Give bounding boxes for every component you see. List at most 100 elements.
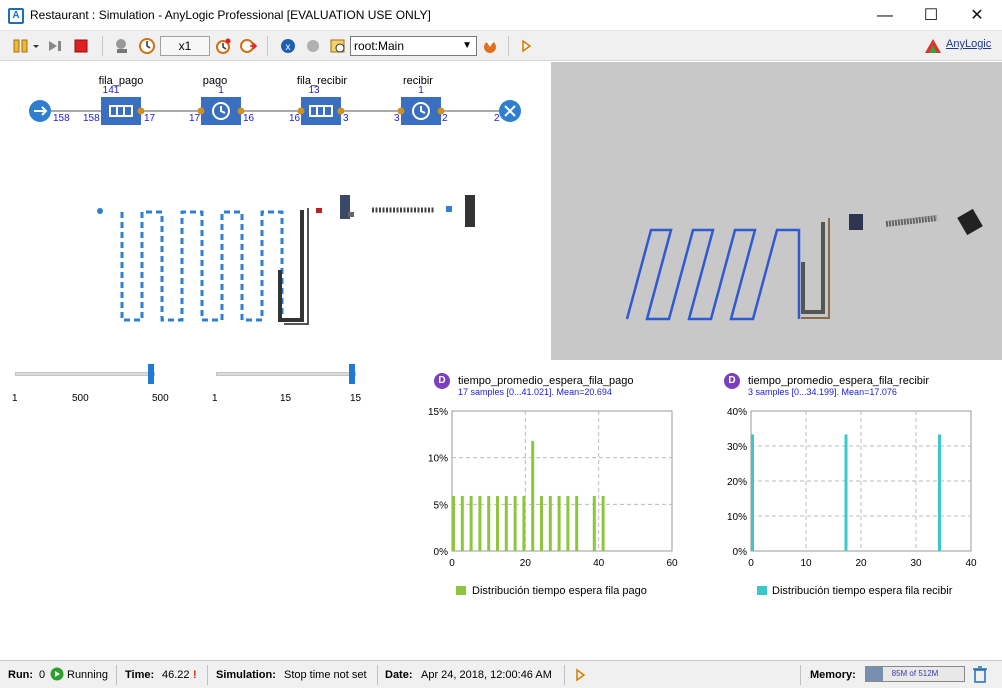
slider-value: 500 [152, 393, 169, 404]
sink-block[interactable] [499, 100, 521, 122]
anylogic-logo-icon [925, 39, 941, 53]
x-tick-label: 0 [748, 558, 754, 569]
trash-icon[interactable] [972, 666, 988, 684]
source-block[interactable] [29, 100, 51, 122]
view-3d-scene [625, 208, 983, 321]
histogram-bar [478, 495, 482, 551]
anylogic-brand-link[interactable]: AnyLogic [946, 38, 992, 50]
slider-track[interactable] [15, 372, 155, 376]
developer-panel-icon[interactable] [574, 668, 586, 682]
legend-swatch [757, 586, 767, 595]
histogram-bar [522, 495, 526, 551]
histogram-bar [531, 440, 535, 551]
status-separator [207, 665, 208, 685]
view-3d[interactable] [551, 62, 1002, 360]
slow-down-icon[interactable] [138, 37, 156, 55]
time-label: Time: [125, 669, 155, 681]
y-tick-label: 30% [727, 442, 747, 453]
speed-up-icon[interactable] [214, 37, 232, 55]
parameters-icon[interactable] [304, 37, 322, 55]
x-tick-label: 30 [910, 558, 922, 569]
histogram-bar [460, 495, 464, 551]
port-count: 16 [289, 113, 301, 124]
run-experiment-icon[interactable] [113, 37, 131, 55]
fila-pago-block[interactable] [101, 97, 141, 125]
window-title: Restaurant : Simulation - AnyLogic Profe… [30, 8, 431, 22]
date-value: Apr 24, 2018, 12:00:46 AM [421, 669, 552, 681]
stop-icon[interactable] [72, 37, 90, 55]
histogram-fila-pago: 0 20 40 60 0% 5% 10% 15% [428, 407, 678, 569]
x-tick-label: 0 [449, 558, 455, 569]
y-tick-label: 5% [434, 500, 449, 511]
status-separator [800, 665, 801, 685]
legend-label: Distribución tiempo espera fila pago [472, 585, 647, 597]
chart-title: tiempo_promedio_espera_fila_recibir [748, 375, 929, 387]
slider-mid: 500 [72, 393, 89, 404]
maximize-button[interactable]: ☐ [923, 7, 939, 24]
navigate-icon[interactable] [329, 37, 347, 55]
anylogic-app-icon: A [8, 8, 24, 24]
status-separator [377, 665, 378, 685]
plot-area [451, 410, 673, 552]
pago-label: pago [202, 75, 228, 87]
dataset-icon[interactable]: D [724, 373, 740, 389]
y-tick-label: 0% [733, 547, 748, 558]
port-count: 17 [189, 113, 201, 124]
status-bar: Run: 0 Running Time: 46.22 ! Simulation:… [0, 660, 1002, 688]
legend-label: Distribución tiempo espera fila recibir [772, 585, 953, 597]
histogram-bar [566, 495, 570, 551]
slider-track[interactable] [216, 372, 356, 376]
dataset-icon[interactable]: D [434, 373, 450, 389]
recibir-block[interactable] [401, 97, 441, 125]
developer-panel-icon[interactable] [518, 37, 536, 55]
minimize-button[interactable]: — [877, 7, 893, 24]
y-tick-label: 20% [727, 477, 747, 488]
fila-recibir-block[interactable] [301, 97, 341, 125]
slider-min: 1 [212, 393, 218, 404]
run-value: 0 [39, 669, 46, 681]
x-tick-label: 20 [855, 558, 867, 569]
histogram-bar [592, 495, 596, 551]
step-icon[interactable] [46, 37, 64, 55]
svg-text:x: x [286, 42, 291, 53]
histogram-bar [504, 495, 508, 551]
histogram-bar [601, 495, 605, 551]
x-tick-label: 60 [666, 558, 678, 569]
close-window-button[interactable]: ✕ [970, 7, 984, 24]
pago-count: 1 [218, 85, 224, 96]
simulation-label: Simulation: [216, 669, 276, 681]
slider-thumb[interactable] [147, 364, 154, 384]
pause-icon[interactable] [12, 37, 30, 55]
run-mode-dropdown-icon[interactable] [31, 37, 41, 55]
slider-min: 1 [12, 393, 18, 404]
process-flowchart [29, 97, 521, 125]
port-count: 3 [343, 113, 349, 124]
y-tick-label: 0% [434, 547, 449, 558]
status-separator [116, 665, 117, 685]
chart-subtitle: 17 samples [0...41.021]. Mean=20.694 [458, 387, 612, 397]
slider-thumb[interactable] [348, 364, 355, 384]
fila-pago-count: 141 [102, 85, 120, 96]
navigation-combo-value: root:Main [354, 39, 405, 53]
view-areas-icon[interactable] [481, 37, 499, 55]
navigation-combo[interactable]: root:Main ▼ [350, 36, 477, 56]
toolbar-separator [508, 36, 509, 56]
histogram-bar [496, 495, 499, 551]
memory-value: 85M of 512M [891, 669, 939, 678]
port-count: 2 [442, 113, 448, 124]
pago-block[interactable] [201, 97, 241, 125]
x-tick-label: 10 [800, 558, 812, 569]
run-label: Run: [8, 669, 34, 681]
date-label: Date: [385, 669, 413, 681]
x-tick-label: 20 [520, 558, 532, 569]
histogram-bar [557, 495, 561, 551]
experiment-settings-icon[interactable]: x [279, 37, 297, 55]
histogram-bar [469, 495, 473, 551]
y-tick-label: 10% [727, 512, 747, 523]
histogram-bar [938, 434, 941, 551]
histogram-bar [487, 495, 491, 551]
status-separator [564, 665, 565, 685]
virtual-time-icon[interactable] [239, 37, 257, 55]
time-value: 46.22 [162, 669, 190, 681]
port-count: 17 [144, 113, 156, 124]
